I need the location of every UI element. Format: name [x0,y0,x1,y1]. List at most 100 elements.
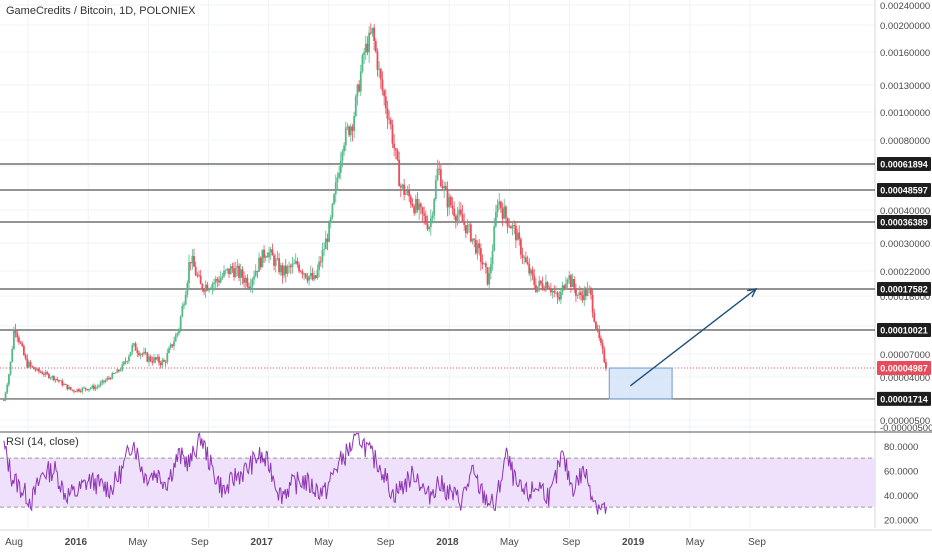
candle-body [451,205,454,209]
candle-body [581,295,584,301]
candle-body [186,282,189,295]
candle-body [276,258,279,260]
candle-body [339,160,342,173]
time-tick-label: Sep [191,537,209,548]
candle-body [541,283,544,289]
candle-body [238,265,240,278]
candle-body [123,361,125,365]
candle-body [201,284,204,290]
candle-body [213,282,215,285]
rsi-tick-label: 80.0000 [884,442,918,453]
candle-body [261,249,264,268]
candle-body [204,284,207,292]
candle-body [386,108,389,119]
candle-body [216,278,219,281]
candle-body [159,362,162,366]
level-price-tag [877,215,931,230]
candle-body [565,283,567,290]
candle-body [104,380,107,382]
candle-body [356,84,359,97]
candle-body [223,270,225,277]
price-tick-label: 0.00080000 [880,136,930,147]
candle-body [93,385,95,390]
candle-body [184,294,187,305]
candle-body [378,68,381,70]
candle-body [531,269,534,276]
price-tag-label: 0.00010021 [880,325,928,335]
candle-body [234,268,237,278]
candle-body [571,278,574,287]
candle-body [69,386,72,390]
candle-body [388,118,391,120]
candle-body [129,351,132,357]
target-arrow-line [629,288,757,387]
candle-body [361,55,364,72]
candle-body [568,275,571,280]
candle-body [51,376,54,378]
candle-body [179,316,182,330]
candle-body [109,378,112,379]
candle-body [214,278,217,283]
candle-body [96,386,99,388]
candle-body [4,392,7,401]
candle-body [144,351,147,353]
candle-body [78,389,80,392]
candle-body [14,329,17,333]
candle-body [283,265,285,276]
candle-body [363,52,366,56]
candle-body [41,372,44,375]
candle-body [91,385,94,389]
candle-body [133,343,135,345]
candle-body [349,126,352,136]
candle-body [74,391,77,393]
candle-body [321,250,324,262]
candle-body [299,271,302,273]
candle-body [398,159,401,187]
candle-body [88,388,90,391]
candle-body [224,270,227,272]
price-tick-label: 0.00200000 [880,21,930,32]
candle-body [543,288,546,291]
candle-body [570,275,572,287]
candle-body [484,263,487,268]
candle-body [434,180,437,200]
candle-body [259,257,262,268]
candle-body [134,343,137,351]
candle-body [329,217,332,223]
candle-body [39,371,42,373]
price-tag-label: 0.00004987 [880,364,928,374]
candle-body [291,263,294,268]
candle-body [289,266,292,268]
price-tick-label: 0.00007000 [880,350,930,361]
candle-body [489,264,492,273]
candle-body [596,328,599,330]
candle-body [563,285,566,290]
candle-body [168,348,170,354]
candle-body [148,356,150,362]
candle-body [49,377,52,379]
candle-body [301,271,304,275]
candle-body [374,41,377,52]
candle-body [546,282,549,288]
candle-body [76,389,79,392]
candle-body [293,263,295,265]
candle-body [239,269,242,278]
candle-body [166,353,169,363]
candle-body [68,386,70,390]
candle-body [481,261,484,265]
candle-body [61,380,64,386]
candle-body [514,225,517,241]
candle-body [603,349,606,363]
chart-title: GameCredits / Bitcoin, 1D, POLONIEX [6,5,196,17]
candle-body [191,255,194,264]
candle-body [143,351,145,354]
candle-body [536,286,539,292]
candle-body [331,203,334,218]
candle-body [33,367,35,370]
candle-body [246,277,249,287]
candle-body [196,275,199,277]
candle-body [459,209,462,215]
candle-body [64,384,67,385]
